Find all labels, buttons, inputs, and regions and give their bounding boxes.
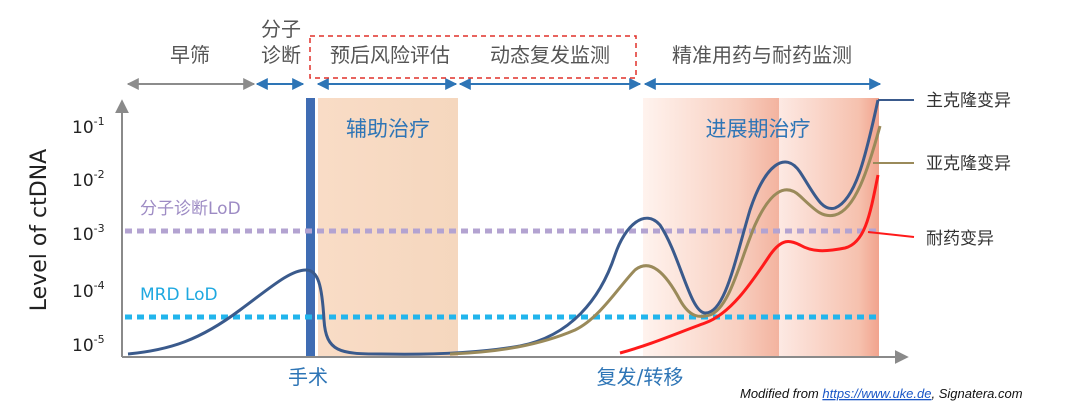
phase-diagnosis-line1: 分子 bbox=[261, 17, 301, 41]
subclonal-curve bbox=[449, 125, 882, 356]
event-relapse: 复发/转移 bbox=[597, 365, 684, 389]
legend-subclonal: 亚克隆变异 bbox=[926, 154, 1011, 174]
credit-link[interactable]: https://www.uke.de bbox=[822, 386, 931, 401]
phase-screening: 早筛 bbox=[170, 43, 210, 67]
tick-label-5: 10-5 bbox=[72, 333, 105, 356]
label-adjuvant: 辅助治疗 bbox=[346, 117, 430, 141]
tick-label-1: 10-1 bbox=[72, 115, 105, 138]
event-surgery: 手术 bbox=[288, 365, 328, 389]
credit-line: Modified from https://www.uke.de, Signat… bbox=[740, 386, 1023, 401]
legend-resistance: 耐药变异 bbox=[926, 229, 994, 249]
tick-label-2: 10-2 bbox=[72, 168, 105, 191]
phase-precision: 精准用药与耐药监测 bbox=[672, 43, 852, 67]
mrd-lod-label: MRD LoD bbox=[140, 285, 218, 305]
surgery-bar bbox=[306, 98, 315, 358]
tick-label-3: 10-3 bbox=[72, 222, 105, 245]
legend-clonal: 主克隆变异 bbox=[926, 91, 1011, 111]
tick-label-4: 10-4 bbox=[72, 279, 105, 302]
resistance-curve bbox=[619, 174, 880, 355]
label-advanced: 进展期治疗 bbox=[706, 117, 811, 141]
phase-prognosis: 预后风险评估 bbox=[330, 43, 450, 67]
resistance-connector bbox=[867, 231, 915, 238]
clonal-curve bbox=[127, 99, 880, 356]
advanced-zone-2 bbox=[779, 98, 879, 356]
phase-monitoring: 动态复发监测 bbox=[490, 43, 610, 67]
adjuvant-zone bbox=[318, 98, 458, 356]
mrd-phase-box bbox=[309, 35, 637, 79]
molecular-lod-label: 分子诊断LoD bbox=[140, 199, 241, 219]
y-axis-label: Level of ctDNA bbox=[27, 149, 52, 311]
phase-diagnosis-line2: 诊断 bbox=[261, 43, 301, 67]
